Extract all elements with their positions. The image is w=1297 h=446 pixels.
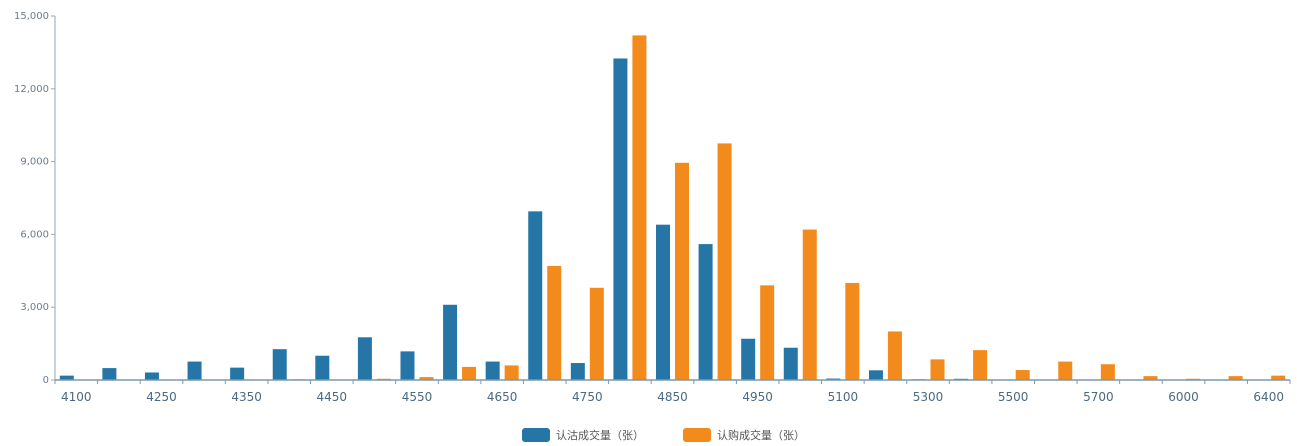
y-tick-label: 9,000 [20,157,49,168]
put-bar [868,370,883,380]
call-bar [675,162,689,380]
legend-swatch [683,428,711,442]
y-tick-label: 15,000 [14,11,49,22]
x-tick-label: 5300 [913,390,944,404]
call-bar [887,331,902,380]
call-bar [1015,370,1030,380]
legend-item-put[interactable]: 认沽成交量（张） [522,428,644,442]
x-tick-label: 5500 [998,390,1029,404]
call-bar [717,143,732,380]
put-bar [144,372,159,380]
legend-item-call[interactable]: 认购成交量（张） [683,428,805,442]
put-bar [357,337,372,380]
x-tick-label: 4950 [742,390,773,404]
put-bar [570,363,585,380]
call-bar [1058,361,1073,380]
put-bar [613,58,628,380]
call-bar [547,265,562,380]
legend-swatch [522,428,550,442]
call-bar [419,377,434,380]
x-tick-label: 6400 [1253,390,1284,404]
x-tick-label: 4650 [487,390,518,404]
x-axis: 4100 4250 4350 4450 4550 4650 4750 4850 4950 5100… [54,379,1291,404]
x-tick-label: 4100 [61,390,92,404]
put-bar [656,224,670,380]
call-bar [802,229,817,380]
put-bar [315,355,330,380]
put-bar [230,367,245,380]
put-bar [741,338,756,380]
call-bar [1100,364,1115,380]
x-tick-label: 6000 [1168,390,1199,404]
x-tick-label: 4350 [231,390,262,404]
x-tick-label: 4750 [572,390,603,404]
y-tick-label: 6,000 [20,229,49,240]
put-bar [187,361,202,380]
y-tick-label: 12,000 [14,84,49,95]
legend: 认沽成交量（张） 认购成交量（张） [522,428,805,442]
legend-label: 认购成交量（张） [717,428,805,442]
call-bar [930,359,945,380]
x-tick-label: 5700 [1083,390,1114,404]
call-bar [1271,375,1286,380]
call-bar [632,35,647,381]
put-bar [698,244,713,380]
put-bar [400,351,415,380]
put-bar [783,347,798,380]
put-bar [59,375,74,380]
call-bar [845,282,860,380]
put-bar [485,361,500,380]
x-tick-label: 5100 [828,390,859,404]
call-bar [1228,376,1243,380]
legend-label: 认沽成交量（张） [556,428,644,442]
x-tick-label: 4250 [146,390,177,404]
put-bar [272,349,287,380]
call-bar [462,366,477,380]
bars [59,35,1286,381]
y-tick-label: 0 [43,375,49,386]
call-bar [1143,376,1158,380]
y-axis: 0 3,000 6,000 9,000 12,000 15,000 [14,11,56,386]
put-bar [102,368,117,380]
call-bar [760,285,775,380]
put-bar [443,304,458,380]
x-tick-label: 4550 [402,390,433,404]
call-bar [589,287,604,380]
call-bar [973,350,988,380]
x-tick-label: 4850 [657,390,688,404]
y-tick-label: 3,000 [20,302,49,313]
x-tick-label: 4450 [317,390,348,404]
put-bar [528,211,543,380]
call-bar [504,365,519,380]
